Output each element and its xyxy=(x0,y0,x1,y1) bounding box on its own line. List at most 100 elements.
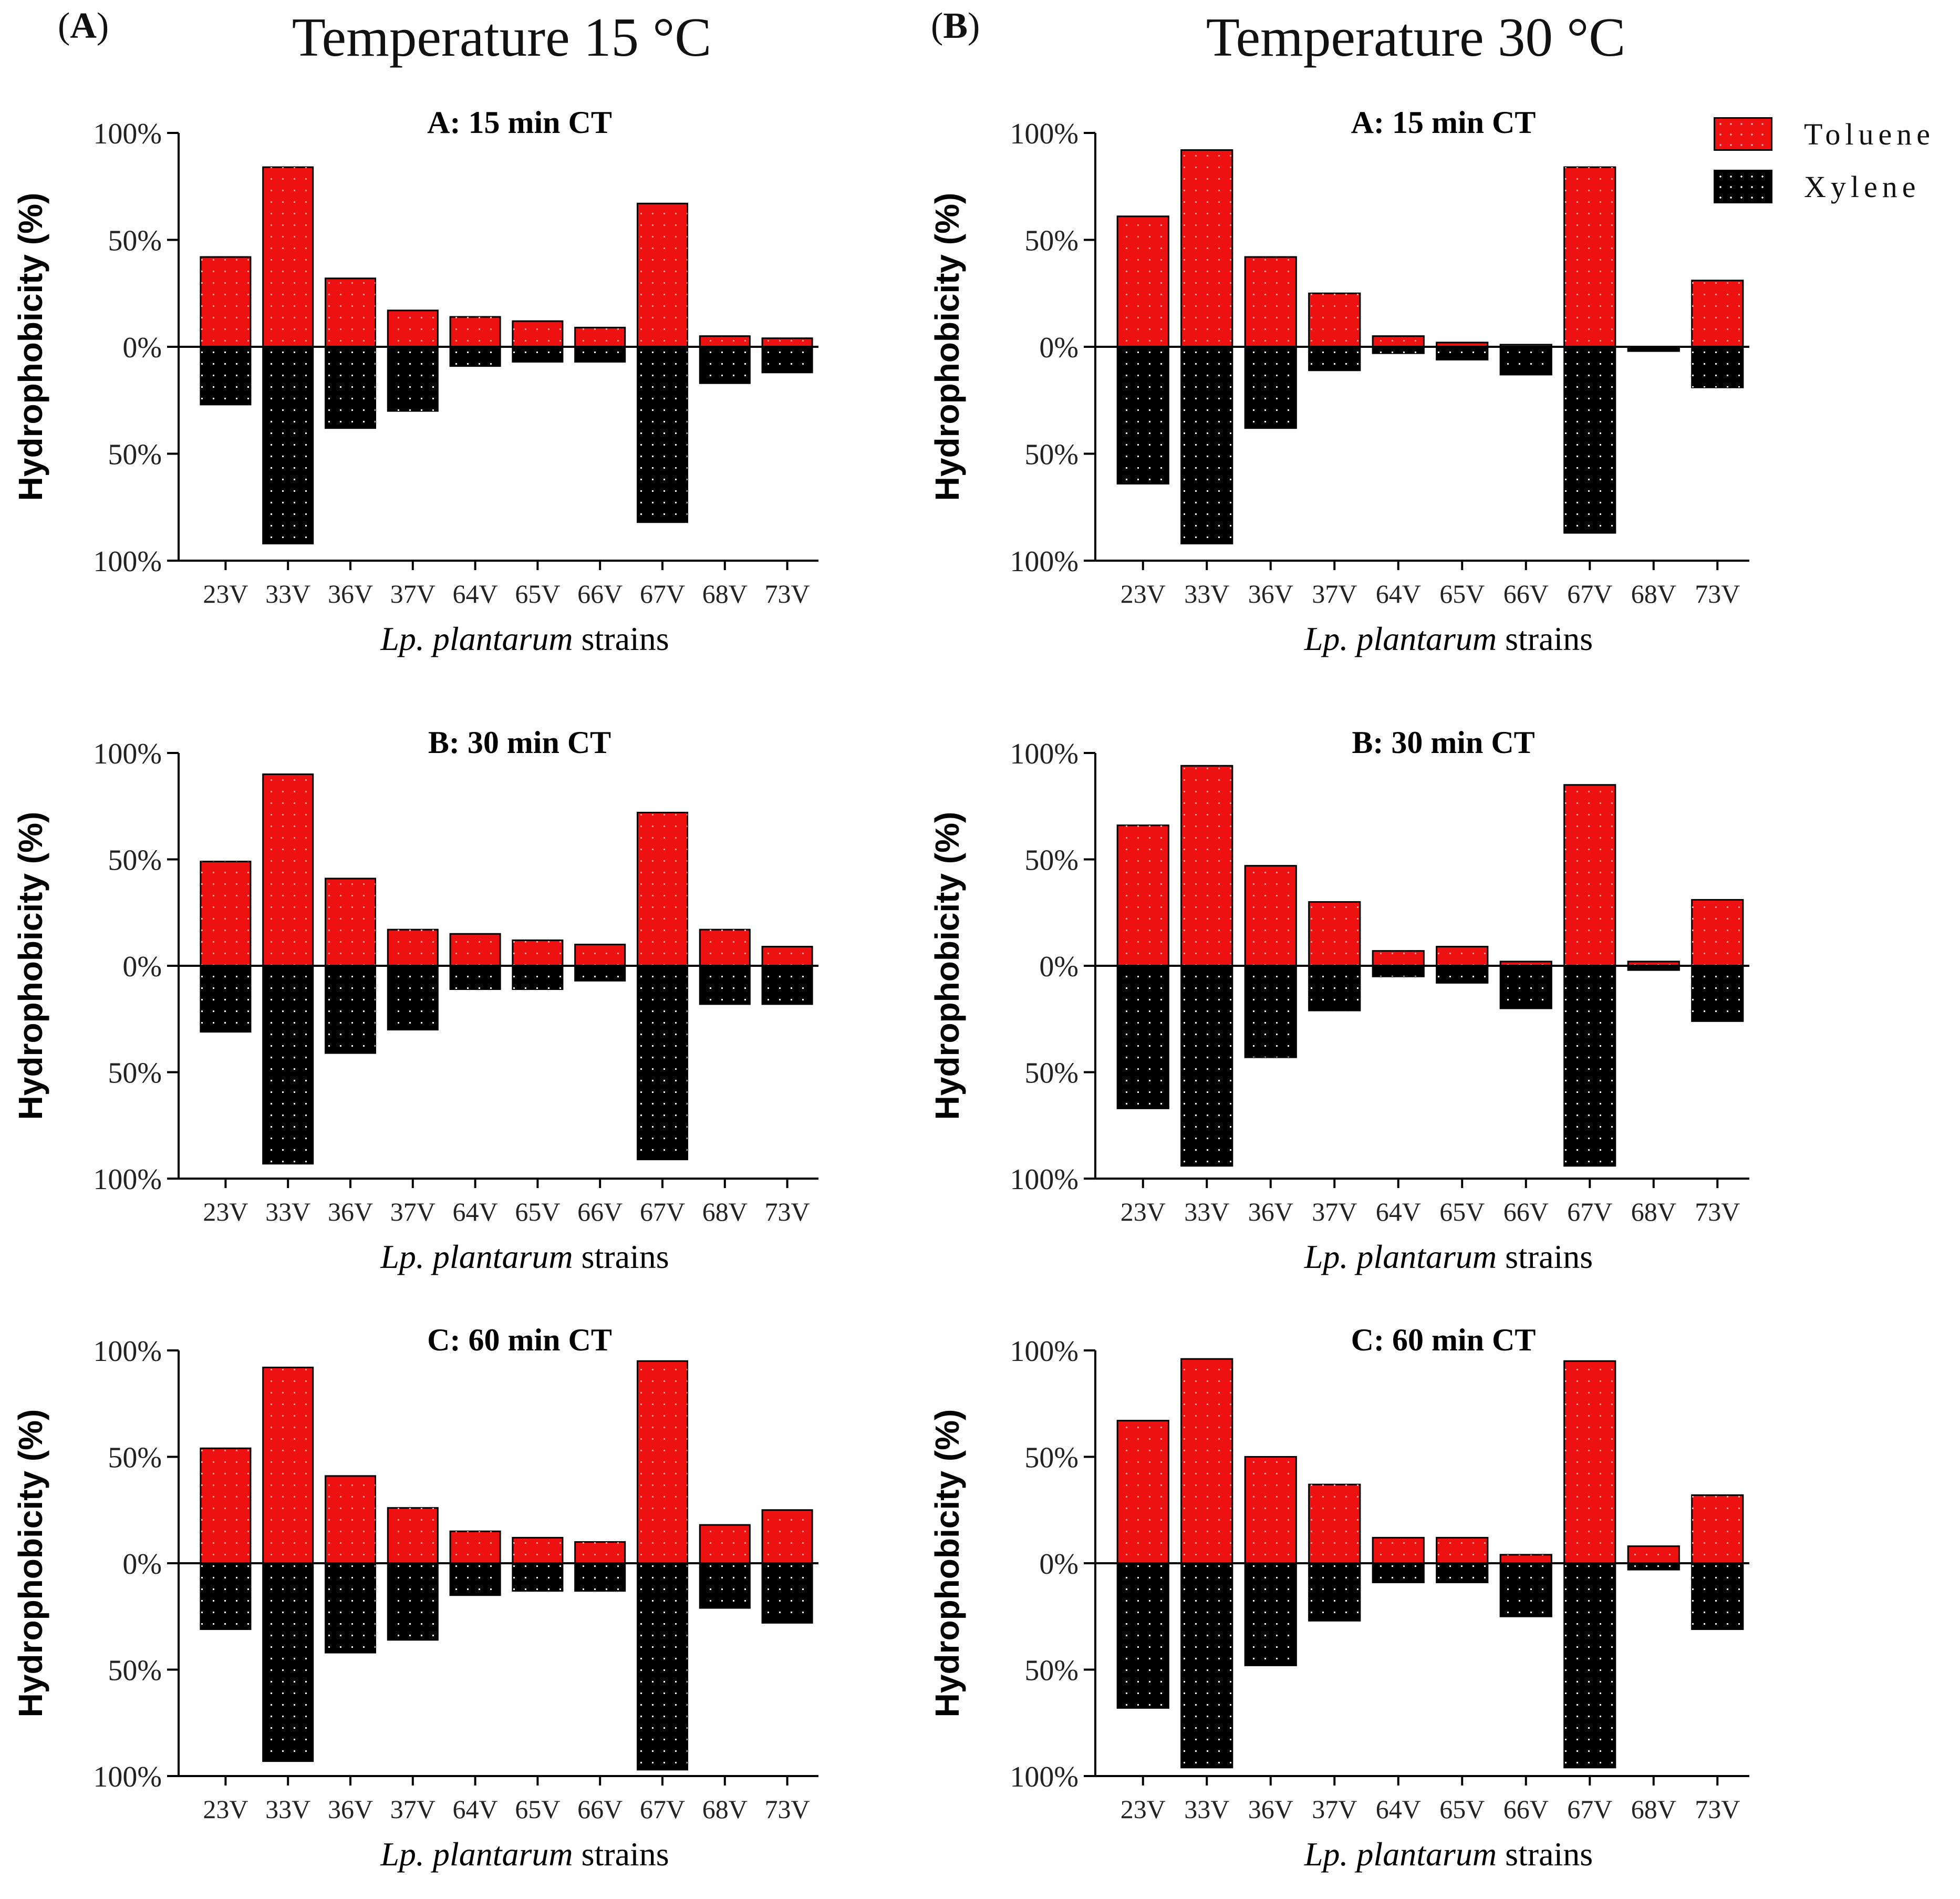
toluene-bar-texture xyxy=(325,878,376,966)
xylene-bar-texture xyxy=(200,1563,251,1629)
y-tick-label: 50% xyxy=(1024,1655,1078,1687)
toluene-bar-texture xyxy=(450,934,501,966)
xylene-bar-texture xyxy=(1245,1563,1297,1666)
column-title-15c: Temperature 15 °C xyxy=(292,6,712,68)
y-tick-label: 50% xyxy=(108,1442,162,1474)
x-tick-label: 64V xyxy=(1376,1794,1421,1824)
toluene-bar-texture xyxy=(450,317,501,347)
y-tick-label: 0% xyxy=(1039,1548,1078,1581)
toluene-bar-texture xyxy=(1181,766,1232,966)
x-tick-label: 33V xyxy=(265,1794,310,1824)
toluene-bar-texture xyxy=(1373,1537,1424,1563)
x-tick-label: 36V xyxy=(1248,1197,1293,1226)
x-tick-label: 23V xyxy=(1121,1794,1166,1824)
y-tick-label: 100% xyxy=(93,1163,162,1196)
toluene-bar-texture xyxy=(512,321,563,347)
xylene-bar-texture xyxy=(1628,347,1679,352)
xylene-bar-texture xyxy=(700,347,750,384)
toluene-bar-texture xyxy=(1436,342,1488,347)
xylene-bar-texture xyxy=(1117,966,1169,1109)
legend-label-toluene: Toluene xyxy=(1804,117,1935,151)
toluene-bar-texture xyxy=(200,1448,251,1563)
xylene-bar-texture xyxy=(1181,966,1232,1166)
xylene-bar-texture xyxy=(1500,347,1552,375)
xylene-bar-texture xyxy=(512,347,563,362)
x-axis-label-italic: Lp. plantarum xyxy=(380,1238,573,1275)
x-tick-label: 37V xyxy=(1312,579,1357,608)
xylene-bar-texture xyxy=(1628,966,1679,971)
xylene-bar-texture xyxy=(637,1563,688,1770)
xylene-bar-texture xyxy=(1692,966,1743,1021)
toluene-bar-texture xyxy=(200,257,251,347)
legend-item-toluene: Toluene xyxy=(1714,108,1935,160)
xylene-bar-texture xyxy=(325,1563,376,1653)
toluene-bar-texture xyxy=(575,1542,625,1563)
toluene-bar-texture xyxy=(263,1367,313,1563)
x-tick-label: 73V xyxy=(765,1197,810,1226)
x-tick-label: 37V xyxy=(1312,1197,1357,1226)
xylene-bar-texture xyxy=(200,347,251,405)
xylene-bar-texture xyxy=(575,347,625,362)
y-axis-label: Hydrophobicity (%) xyxy=(928,812,966,1120)
y-axis-label: Hydrophobicity (%) xyxy=(928,1409,966,1718)
y-tick-label: 100% xyxy=(1010,1335,1078,1368)
xylene-bar-texture xyxy=(1692,1563,1743,1629)
xylene-bar-texture xyxy=(325,347,376,428)
toluene-bar-texture xyxy=(575,327,625,347)
toluene-bar-texture xyxy=(700,930,750,966)
toluene-bar-texture xyxy=(1373,951,1424,966)
toluene-bar-texture xyxy=(1500,1554,1552,1563)
toluene-bar-texture xyxy=(1692,1495,1743,1563)
x-tick-label: 37V xyxy=(1312,1794,1357,1824)
x-tick-label: 66V xyxy=(1503,579,1549,608)
xylene-bar-texture xyxy=(1117,347,1169,484)
x-tick-label: 33V xyxy=(1184,579,1229,608)
toluene-bar-texture xyxy=(762,338,813,347)
chart-1: A: 15 min CT 100% 50% 0% 50% 100% Hydrophobici… xyxy=(12,105,818,657)
toluene-bar-texture xyxy=(388,310,438,347)
toluene-bar-texture xyxy=(637,1361,688,1563)
x-tick-label: 65V xyxy=(515,1794,560,1824)
xylene-bar-texture xyxy=(1692,347,1743,388)
y-axis-label: Hydrophobicity (%) xyxy=(12,812,49,1120)
x-tick-label: 65V xyxy=(1439,579,1485,608)
x-tick-label: 66V xyxy=(577,579,623,608)
xylene-bar-texture xyxy=(1373,1563,1424,1583)
y-tick-label: 50% xyxy=(108,844,162,877)
x-tick-label: 73V xyxy=(1695,1794,1740,1824)
xylene-bar-texture xyxy=(700,966,750,1004)
y-tick-label: 50% xyxy=(108,439,162,471)
y-tick-label: 0% xyxy=(122,1548,162,1581)
toluene-bar-texture xyxy=(263,167,313,347)
xylene-bar-texture xyxy=(1500,966,1552,1008)
chart-title: B: 30 min CT xyxy=(428,725,611,760)
xylene-bar-texture xyxy=(450,1563,501,1595)
xylene-bar-texture xyxy=(450,966,501,989)
y-tick-label: 50% xyxy=(1024,439,1078,471)
x-tick-label: 64V xyxy=(453,1794,498,1824)
x-tick-label: 65V xyxy=(515,1197,560,1226)
toluene-bar-texture xyxy=(700,336,750,347)
toluene-bar-texture xyxy=(1309,902,1360,966)
toluene-bar-texture xyxy=(1628,1546,1679,1563)
toluene-bar-texture xyxy=(637,812,688,966)
toluene-bar-texture xyxy=(1500,961,1552,966)
x-tick-label: 66V xyxy=(577,1197,623,1226)
chart-3: B: 30 min CT 100% 50% 0% 50% 100% Hydrophobici… xyxy=(12,725,818,1275)
x-tick-label: 68V xyxy=(1631,1197,1676,1226)
y-tick-label: 100% xyxy=(1010,545,1078,578)
y-axis-label: Hydrophobicity (%) xyxy=(12,1409,49,1718)
x-axis-label-rest: strains xyxy=(1497,1238,1593,1275)
y-tick-label: 50% xyxy=(1024,844,1078,877)
xylene-bar-texture xyxy=(263,347,313,544)
x-tick-label: 73V xyxy=(765,1794,810,1824)
x-tick-label: 66V xyxy=(1503,1794,1549,1824)
x-tick-label: 65V xyxy=(1439,1794,1485,1824)
toluene-bar-texture xyxy=(1309,293,1360,347)
toluene-bar-texture xyxy=(1500,344,1552,347)
xylene-bar-texture xyxy=(1564,347,1615,533)
xylene-bar-texture xyxy=(762,966,813,1004)
y-tick-label: 100% xyxy=(93,545,162,578)
x-tick-label: 66V xyxy=(577,1794,623,1824)
